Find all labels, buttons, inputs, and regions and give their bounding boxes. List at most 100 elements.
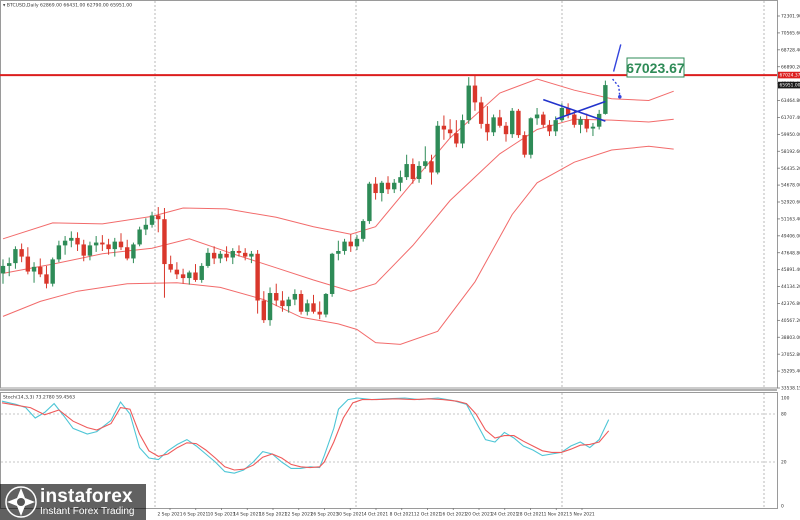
- candle-body: [590, 126, 596, 129]
- price-tick-label: 37052.80: [781, 352, 800, 358]
- price-tick-label: 61707.40: [781, 115, 800, 121]
- candle-body: [242, 252, 248, 257]
- candle-body: [69, 237, 74, 241]
- candle-body: [460, 120, 465, 144]
- candle-body: [125, 247, 130, 259]
- candle-body: [410, 164, 416, 180]
- candle-body: [0, 265, 6, 274]
- price-tick-label: 49406.00: [781, 233, 800, 239]
- date-tick-label: 4 Oct 2021: [364, 512, 389, 518]
- candle-body: [13, 249, 18, 264]
- trendline-lower: [555, 100, 606, 120]
- candle-body: [118, 241, 124, 248]
- candle-body: [224, 253, 229, 258]
- instaforex-watermark: instaforex Instant Forex Trading: [0, 484, 146, 520]
- trendline-upper: [543, 98, 606, 122]
- price-tick-label: 54678.00: [781, 183, 800, 189]
- projection-point: [617, 94, 622, 99]
- last-price-tag-label: 65951.00: [780, 83, 800, 89]
- candle-body: [180, 274, 186, 279]
- candle-body: [93, 242, 99, 246]
- candle-body: [7, 263, 12, 266]
- candle-body: [478, 102, 484, 124]
- candle-body: [261, 300, 267, 321]
- candle-body: [447, 129, 453, 134]
- candle-body: [392, 182, 397, 190]
- candle-body: [466, 85, 471, 121]
- candle-body: [317, 311, 322, 315]
- candle-body: [62, 240, 68, 246]
- stoch-tick-label: 20: [781, 460, 787, 466]
- candle-body: [298, 293, 304, 312]
- candle-body: [528, 118, 534, 155]
- price-tick-label: 56435.20: [781, 166, 800, 172]
- candle-body: [547, 124, 552, 132]
- candle-body: [367, 183, 372, 222]
- price-tick-label: 51163.40: [781, 217, 800, 223]
- price-tick-label: 72301.90: [781, 14, 800, 20]
- candle-body: [534, 114, 540, 119]
- candle-body: [280, 300, 285, 307]
- date-tick-label: 6 Sep 2021: [183, 512, 208, 518]
- candle-body: [292, 293, 298, 300]
- candle-body: [205, 252, 211, 266]
- candle-body: [230, 250, 235, 258]
- candle-body: [336, 250, 341, 254]
- date-tick-label: 5 Nov 2021: [569, 512, 595, 518]
- candle-body: [193, 272, 198, 280]
- candle-body: [398, 177, 403, 183]
- candle-body: [416, 165, 422, 180]
- candle-body: [56, 245, 62, 260]
- candle-body: [31, 266, 37, 272]
- bollinger-middle-band: [2, 118, 674, 292]
- candle-body: [329, 253, 335, 294]
- oscillator-panel-border: [0, 392, 778, 509]
- watermark-tagline: Instant Forex Trading: [40, 505, 135, 517]
- candle-body: [596, 113, 602, 127]
- price-tick-label: 44134.20: [781, 284, 800, 290]
- candle-body: [50, 259, 55, 284]
- price-tick-label: 52920.60: [781, 200, 800, 206]
- price-tick-label: 35295.40: [781, 369, 800, 375]
- candle-body: [149, 215, 155, 225]
- candle-body: [106, 244, 111, 250]
- candle-body: [559, 107, 565, 121]
- candle-body: [348, 241, 353, 247]
- candle-body: [429, 161, 434, 173]
- candle-body: [503, 125, 509, 135]
- stoch-tick-label: 0: [781, 504, 784, 510]
- candle-body: [100, 242, 105, 245]
- candle-body: [441, 125, 447, 130]
- price-tick-label: 66890.20: [781, 64, 800, 70]
- candle-body: [385, 182, 391, 190]
- candle-body: [510, 110, 515, 135]
- candle-body: [38, 266, 43, 275]
- date-tick-label: 26 Sep 2021: [311, 512, 339, 518]
- candle-body: [454, 133, 459, 144]
- candle-body: [137, 229, 142, 245]
- candle-body: [311, 303, 316, 312]
- candle-body: [174, 269, 180, 275]
- price-tick-label: 68728.40: [781, 47, 800, 53]
- stoch-main-line: [1, 397, 610, 474]
- candle-body: [423, 161, 428, 166]
- candle-body: [584, 119, 589, 129]
- projection-pullback: [612, 78, 621, 97]
- price-tick-label: 45891.40: [781, 267, 800, 273]
- price-tick-label: 70565.60: [781, 31, 800, 37]
- price-tick-label: 59950.00: [781, 132, 800, 138]
- candle-body: [236, 250, 242, 253]
- candle-body: [553, 120, 558, 132]
- candle-body: [87, 245, 93, 256]
- last-price-tag: [778, 81, 800, 89]
- candle-body: [25, 256, 31, 272]
- candle-body: [323, 293, 329, 315]
- candle-body: [249, 253, 254, 257]
- price-tick-label: 33538.15: [781, 386, 800, 392]
- price-tick-label: 63464.80: [781, 98, 800, 104]
- date-tick-label: 8 Oct 2021: [390, 512, 415, 518]
- date-tick-label: 14 Sep 2021: [233, 512, 261, 518]
- candle-body: [305, 303, 310, 312]
